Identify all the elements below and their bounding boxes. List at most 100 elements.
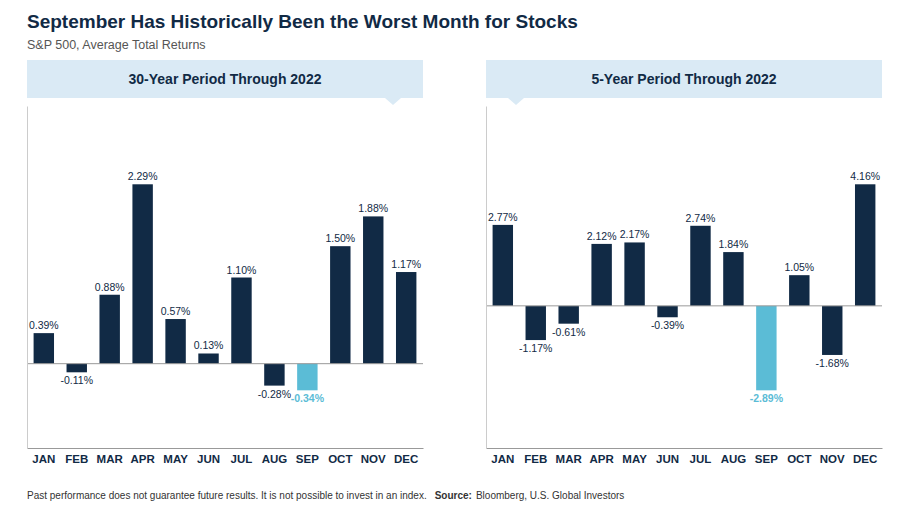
data-label: 1.50% [325, 232, 355, 244]
data-label: -2.89% [750, 392, 784, 404]
panel-header-pointer [508, 98, 524, 105]
bars [486, 184, 882, 390]
y-axis-line [486, 107, 487, 449]
x-axis-line [28, 448, 424, 449]
bar [526, 306, 546, 340]
data-label: 0.57% [161, 305, 191, 317]
data-label: 2.12% [587, 230, 617, 242]
data-label: 0.88% [95, 281, 125, 293]
data-label: 4.16% [850, 170, 880, 182]
data-labels: 2.77%-1.17%-0.61%2.12%2.17%-0.39%2.74%1.… [488, 170, 880, 404]
data-label: -1.17% [519, 342, 552, 354]
x-tick: JUN [197, 453, 220, 465]
x-tick-label: APR [130, 453, 155, 465]
x-tick: MAR [556, 453, 583, 465]
bar [165, 319, 185, 364]
x-tick: APR [130, 453, 155, 465]
x-tick-label: SEP [755, 453, 778, 465]
data-label: 0.13% [194, 339, 224, 351]
bar [330, 246, 350, 364]
data-label: 1.05% [784, 261, 814, 273]
x-tick: OCT [328, 453, 352, 465]
data-label: 2.74% [686, 212, 716, 224]
x-tick: JUN [656, 453, 679, 465]
x-tick-label: OCT [787, 453, 811, 465]
bar [855, 184, 875, 306]
x-tick: MAR [97, 453, 124, 465]
x-tick-label: SEP [296, 453, 319, 465]
bar [657, 306, 677, 317]
x-tick: DEC [394, 453, 418, 465]
data-label: 2.17% [620, 228, 650, 240]
bar [756, 306, 776, 390]
source-label: Source: [435, 490, 472, 501]
bar [396, 272, 416, 364]
data-label: -1.68% [816, 357, 849, 369]
data-label: 1.88% [358, 202, 388, 214]
subtitle: S&P 500, Average Total Returns [27, 38, 206, 52]
x-axis-line [487, 448, 883, 449]
x-tick-label: AUG [262, 453, 288, 465]
footnote: Past performance does not guarantee futu… [27, 490, 624, 501]
bar [822, 306, 842, 355]
x-tick: JAN [32, 453, 55, 465]
data-label: 1.84% [719, 238, 749, 250]
panel-header-box [486, 60, 882, 98]
x-tick-label: JUL [690, 453, 712, 465]
x-tick-label: MAR [97, 453, 124, 465]
x-tick: NOV [361, 453, 386, 465]
data-label: -0.34% [291, 392, 325, 404]
x-tick: SEP [755, 453, 778, 465]
x-axis: JAN FEB MAR APR MAY JUN JUL AUG SEP OCT NOV DEC [28, 449, 424, 466]
x-tick: AUG [262, 453, 288, 465]
x-tick-label: JUN [197, 453, 220, 465]
x-tick-label: OCT [328, 453, 352, 465]
x-tick: AUG [721, 453, 747, 465]
data-label: -0.39% [651, 319, 684, 331]
zero-line [486, 305, 882, 306]
x-tick: JUL [690, 453, 712, 465]
x-tick: APR [589, 453, 614, 465]
bar [558, 306, 578, 324]
panel-header-pointer [385, 98, 401, 105]
bar [99, 295, 119, 364]
bar [198, 353, 218, 363]
data-label: 2.29% [128, 170, 158, 182]
x-tick-label: FEB [65, 453, 88, 465]
y-axis [486, 107, 487, 449]
x-tick-label: MAR [556, 453, 583, 465]
x-axis: JANFEBMARAPRMAYJUNJULAUGSEPOCTNOVDEC [487, 449, 883, 466]
data-label: -0.28% [258, 388, 291, 400]
panel-title: 30-Year Period Through 2022 [129, 71, 322, 87]
panel: 5-Year Period Through 20222.77%-1.17%-0.… [486, 60, 883, 465]
x-tick-label: NOV [361, 453, 386, 465]
x-tick: DEC [853, 453, 877, 465]
x-tick: OCT [787, 453, 811, 465]
x-tick: MAY [622, 453, 647, 465]
y-axis-line [27, 107, 28, 449]
data-label: 1.10% [227, 264, 257, 276]
x-tick: JAN [491, 453, 514, 465]
x-tick-label: JAN [491, 453, 514, 465]
bar [789, 275, 809, 306]
bar [297, 364, 317, 391]
panel-header-box [27, 60, 423, 98]
bar [723, 252, 743, 306]
x-tick-label: AUG [721, 453, 747, 465]
zero-line [27, 363, 423, 364]
data-label: 0.39% [29, 319, 59, 331]
x-tick: JUL [231, 453, 253, 465]
x-tick: FEB [65, 453, 88, 465]
bars [27, 184, 423, 390]
data-label: 1.17% [391, 258, 421, 270]
x-tick: SEP [296, 453, 319, 465]
x-tick-label: JUL [231, 453, 253, 465]
bar [67, 364, 87, 373]
bar [624, 242, 644, 305]
bar [363, 216, 383, 363]
bar [690, 226, 710, 306]
x-tick-label: MAY [163, 453, 188, 465]
x-tick: MAY [163, 453, 188, 465]
bar [132, 184, 152, 363]
x-tick-label: DEC [394, 453, 418, 465]
